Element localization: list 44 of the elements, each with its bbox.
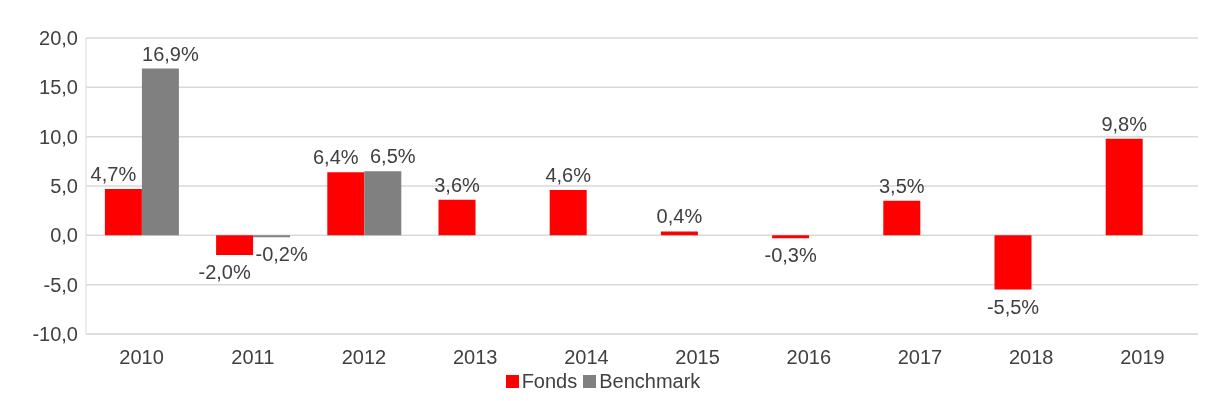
x-tick-label: 2010 — [119, 346, 164, 369]
bar — [327, 172, 365, 236]
x-tick-label: 2014 — [564, 346, 609, 369]
y-tick-label: 20,0 — [39, 27, 78, 50]
bar — [438, 199, 476, 236]
bar — [660, 231, 698, 236]
x-tick-label: 2018 — [1008, 346, 1054, 369]
data-label: 3,5% — [879, 174, 925, 197]
bar — [1105, 138, 1143, 236]
bar — [216, 235, 254, 256]
x-tick-label: 2017 — [897, 346, 943, 369]
y-tick-label: 10,0 — [39, 125, 78, 148]
data-label: -2,0% — [198, 261, 251, 284]
bar — [141, 68, 179, 236]
y-tick-label: -5,0 — [43, 273, 78, 296]
x-tick-label: 2016 — [786, 346, 832, 369]
x-tick-label: 2012 — [341, 346, 387, 369]
bar — [994, 235, 1032, 290]
data-label: -0,2% — [255, 243, 308, 266]
x-tick-label: 2011 — [231, 346, 275, 369]
y-tick-label: 15,0 — [39, 76, 78, 99]
data-label: 9,8% — [1101, 112, 1148, 135]
data-label: 6,4% — [313, 146, 359, 169]
data-label: 0,4% — [656, 205, 703, 228]
y-tick-label: 5,0 — [50, 175, 78, 198]
legend-label: Benchmark — [598, 370, 701, 393]
data-label: -0,3% — [764, 244, 817, 267]
data-label: 6,5% — [370, 145, 416, 168]
bar — [104, 188, 142, 236]
y-tick-label: -10,0 — [32, 323, 78, 346]
data-label: 3,6% — [434, 173, 481, 196]
bar — [549, 189, 587, 236]
y-tick-label: 0,0 — [50, 224, 78, 247]
x-tick-label: 2019 — [1120, 346, 1165, 369]
bar — [883, 200, 921, 236]
x-tick-label: 2013 — [452, 346, 498, 369]
data-label: 4,6% — [545, 163, 592, 186]
bar — [364, 171, 402, 236]
data-label: 4,7% — [90, 162, 137, 185]
x-tick-label: 2015 — [675, 346, 720, 369]
bar — [772, 235, 810, 239]
data-label: -5,5% — [986, 295, 1040, 318]
legend-label: Fonds — [520, 370, 578, 393]
data-label: 16,9% — [142, 42, 199, 65]
